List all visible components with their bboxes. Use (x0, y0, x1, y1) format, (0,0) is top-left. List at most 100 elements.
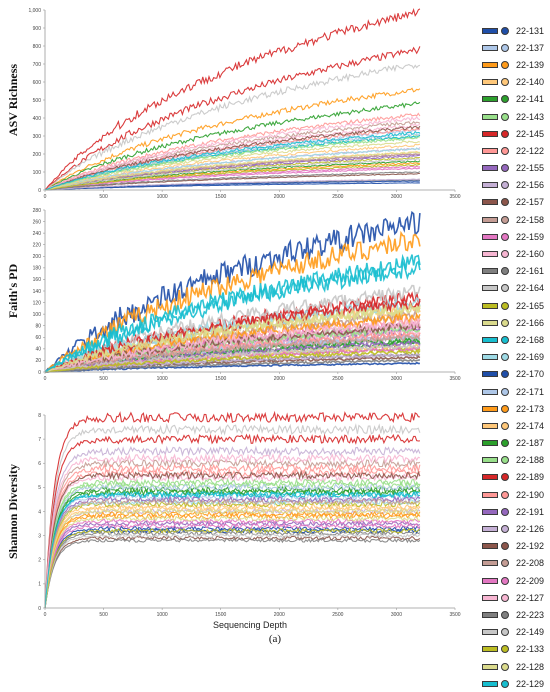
legend-item: 22-122 (482, 142, 550, 159)
series-line (44, 171, 421, 191)
y-axis-label: Faith's PD (6, 264, 20, 319)
legend-label: 22-156 (516, 180, 545, 191)
series-line (44, 470, 421, 609)
y-tick-label: 900 (33, 26, 42, 32)
legend-item: 22-137 (482, 39, 550, 56)
legend-item: 22-157 (482, 194, 550, 211)
series-line (44, 537, 421, 609)
legend-marker (501, 662, 509, 671)
series-line (44, 348, 421, 373)
legend-swatch (482, 251, 498, 258)
legend-swatch (482, 388, 498, 395)
series-line (44, 120, 421, 191)
legend-item: 22-126 (482, 520, 550, 537)
x-tick-label: 2500 (332, 612, 343, 618)
series-line (44, 527, 421, 609)
legend-label: 22-188 (516, 455, 545, 466)
legend-swatch (482, 474, 498, 481)
legend-item: 22-160 (482, 245, 550, 262)
series-line (44, 178, 420, 191)
legend-label: 22-126 (516, 524, 545, 535)
y-tick-label: 8 (38, 413, 41, 419)
legend-item: 22-139 (482, 56, 550, 73)
legend-marker (501, 43, 509, 52)
legend-item: 22-188 (482, 452, 550, 469)
x-tick-label: 0 (44, 376, 47, 382)
legend-item: 22-143 (482, 108, 550, 125)
legend-swatch (482, 680, 498, 687)
series-line (44, 8, 421, 191)
legend-swatch (482, 457, 498, 464)
legend-item: 22-187 (482, 435, 550, 452)
legend-marker (501, 26, 509, 35)
legend-swatch (482, 302, 498, 309)
legend-swatch (482, 611, 498, 618)
legend-label: 22-131 (516, 25, 545, 36)
series-line (44, 497, 421, 609)
legend-label: 22-158 (516, 214, 545, 225)
legend-swatch (482, 646, 498, 653)
y-tick-label: 4 (38, 509, 41, 515)
x-tick-label: 3000 (391, 194, 402, 200)
legend-label: 22-159 (516, 231, 545, 242)
x-tick-label: 500 (99, 376, 108, 382)
legend-label: 22-145 (516, 128, 545, 139)
y-tick-label: 60 (35, 335, 41, 341)
legend-label: 22-155 (516, 163, 545, 174)
y-tick-label: 0 (38, 188, 41, 194)
series-line (44, 125, 421, 191)
legend-item: 22-141 (482, 91, 550, 108)
series-line (44, 180, 420, 191)
y-tick-label: 700 (33, 62, 42, 68)
legend-swatch (482, 354, 498, 361)
legend-swatch (482, 491, 498, 498)
legend-marker (501, 473, 509, 482)
y-tick-label: 120 (33, 300, 42, 306)
series-line (44, 302, 421, 373)
legend-swatch (482, 61, 498, 68)
legend-label: 22-128 (516, 661, 545, 672)
legend-label: 22-140 (516, 77, 545, 88)
legend-item: 22-149 (482, 624, 550, 641)
x-tick-label: 1000 (157, 376, 168, 382)
series-line (44, 259, 421, 373)
y-axis-label: Shannon Diversity (6, 464, 20, 559)
legend-marker (501, 60, 509, 69)
legend-marker (501, 198, 509, 207)
x-tick-label: 2000 (274, 194, 285, 200)
y-tick-label: 1 (38, 582, 41, 588)
legend-swatch (482, 560, 498, 567)
legend-marker (501, 439, 509, 448)
y-tick-label: 220 (33, 243, 42, 249)
legend-label: 22-190 (516, 489, 545, 500)
series-line (44, 136, 420, 191)
legend-item: 22-166 (482, 314, 550, 331)
series-line (44, 530, 421, 609)
x-axis-label: Sequencing Depth (213, 620, 287, 630)
x-tick-label: 500 (99, 194, 108, 200)
legend-item: 22-128 (482, 658, 550, 675)
legend-label: 22-133 (516, 644, 545, 655)
legend-marker (501, 576, 509, 585)
legend-marker (501, 284, 509, 293)
legend-label: 22-208 (516, 558, 545, 569)
x-tick-label: 2000 (274, 612, 285, 618)
x-tick-label: 3000 (391, 376, 402, 382)
series-line (44, 130, 421, 191)
x-tick-label: 1000 (157, 194, 168, 200)
legend: 22-131 22-137 22-139 22-140 22-141 22-143 22-1… (482, 22, 550, 692)
legend-swatch (482, 440, 498, 447)
legend-swatch (482, 216, 498, 223)
legend-label: 22-173 (516, 403, 545, 414)
series-line (44, 433, 420, 609)
legend-label: 22-191 (516, 506, 545, 517)
legend-item: 22-192 (482, 538, 550, 555)
legend-marker (501, 610, 509, 619)
series-line (44, 46, 421, 191)
legend-marker (501, 370, 509, 379)
legend-swatch (482, 508, 498, 515)
series-line (44, 423, 421, 609)
legend-swatch (482, 526, 498, 533)
y-axis-label: ASV Richness (6, 64, 20, 136)
x-tick-label: 3500 (449, 376, 460, 382)
